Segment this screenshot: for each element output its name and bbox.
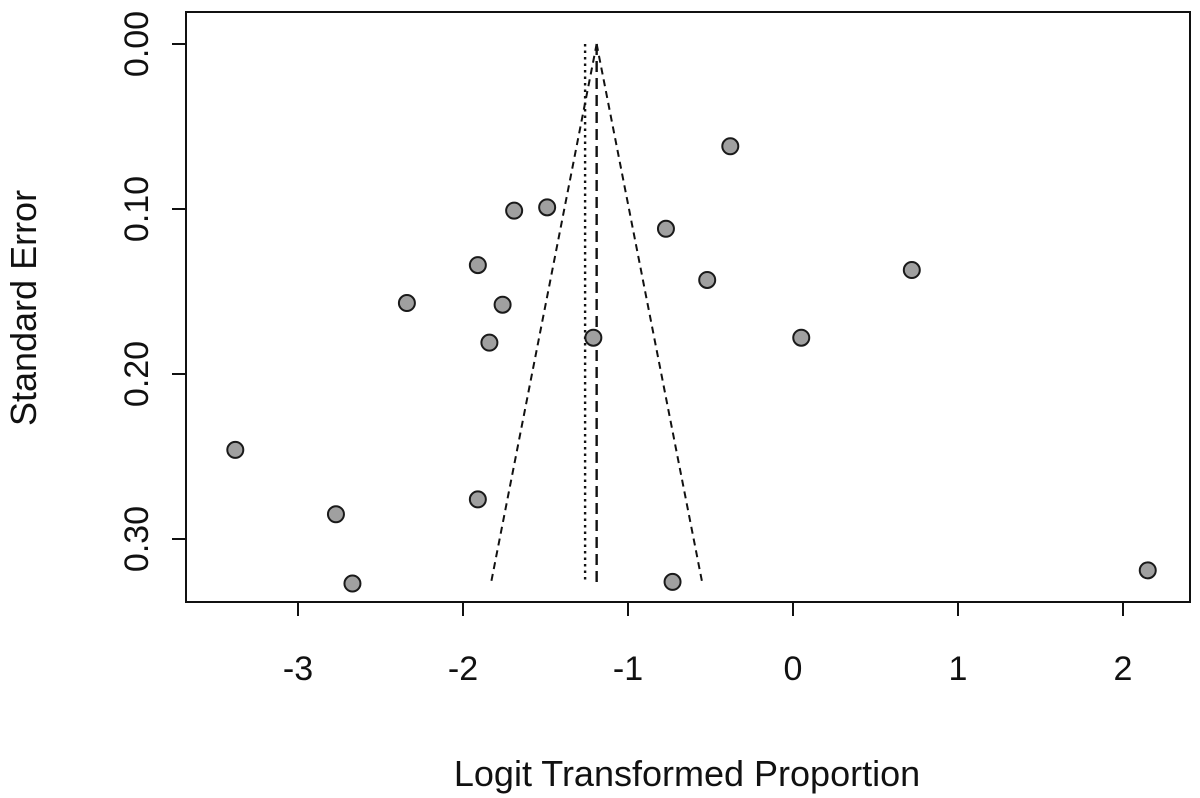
data-point	[1138, 561, 1157, 580]
x-axis-title: Logit Transformed Proportion	[454, 753, 920, 794]
data-point	[663, 572, 682, 591]
data-points	[226, 137, 1157, 593]
funnel-right-line	[595, 43, 704, 584]
data-point	[792, 328, 811, 347]
data-point	[493, 295, 512, 314]
x-tick-label: 0	[784, 650, 803, 688]
funnel-lines	[489, 43, 704, 584]
data-point	[902, 261, 921, 280]
x-tick-label: -3	[283, 650, 313, 688]
y-axis-title: Standard Error	[3, 190, 44, 426]
data-point	[343, 574, 362, 593]
y-tick-label: 0.00	[118, 11, 156, 77]
data-point	[326, 505, 345, 524]
data-point	[721, 137, 740, 156]
data-point	[698, 270, 717, 289]
y-tick-label: 0.10	[118, 176, 156, 242]
data-point	[397, 294, 416, 313]
data-point	[584, 328, 603, 347]
data-point	[538, 198, 557, 217]
data-point	[656, 219, 675, 238]
x-tick-label: 1	[949, 650, 968, 688]
data-point	[480, 333, 499, 352]
x-tick-label: 2	[1114, 650, 1133, 688]
x-tick-label: -2	[448, 650, 478, 688]
y-tick-label: 0.20	[118, 341, 156, 407]
data-point	[468, 256, 487, 275]
funnel-left-line	[489, 43, 598, 584]
y-axis: 0.00 0.10 0.20 0.30	[118, 11, 186, 572]
data-point	[226, 440, 245, 459]
y-tick-label: 0.30	[118, 506, 156, 572]
plot-frame	[185, 11, 1191, 603]
data-point	[505, 201, 524, 220]
plot-box	[185, 11, 1191, 603]
x-axis: -3 -2 -1 0 1 2	[283, 602, 1133, 688]
x-tick-label: -1	[613, 650, 643, 688]
data-point	[468, 490, 487, 509]
